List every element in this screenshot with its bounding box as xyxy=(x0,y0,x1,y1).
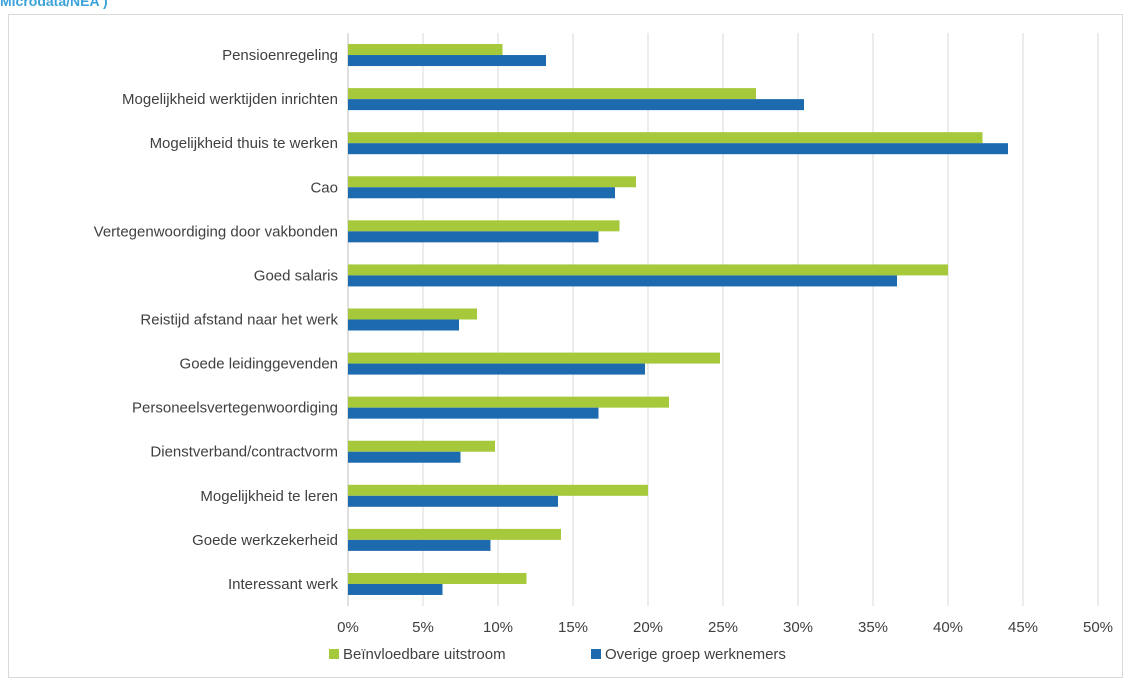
legend-swatch-beinvloedbare-uitstroom xyxy=(329,649,339,659)
category-label: Mogelijkheid te leren xyxy=(200,488,338,505)
category-label: Cao xyxy=(310,179,338,196)
bar-beinvloedbare-uitstroom xyxy=(348,440,495,452)
bar-overige-groep xyxy=(348,231,599,243)
x-tick-label: 50% xyxy=(1083,619,1113,636)
x-tick-label: 35% xyxy=(858,619,888,636)
x-tick-label: 25% xyxy=(708,619,738,636)
x-tick-label: 45% xyxy=(1008,619,1038,636)
x-tick-label: 40% xyxy=(933,619,963,636)
category-label: Interessant werk xyxy=(228,576,339,593)
bar-overige-groep xyxy=(348,187,615,199)
bar-beinvloedbare-uitstroom xyxy=(348,264,948,276)
category-label: Reistijd afstand naar het werk xyxy=(140,312,338,329)
legend-label-overige-groep: Overige groep werknemers xyxy=(605,646,786,663)
category-label: Pensioenregeling xyxy=(222,47,338,64)
bar-beinvloedbare-uitstroom xyxy=(348,308,477,320)
bar-overige-groep xyxy=(348,495,558,507)
category-label: Personeelsvertegenwoordiging xyxy=(132,400,338,417)
category-label: Vertegenwoordiging door vakbonden xyxy=(94,223,338,240)
category-label: Mogelijkheid werktijden inrichten xyxy=(122,91,338,108)
x-tick-label: 20% xyxy=(633,619,663,636)
bar-beinvloedbare-uitstroom xyxy=(348,396,669,408)
bar-beinvloedbare-uitstroom xyxy=(348,44,503,56)
bar-overige-groep xyxy=(348,363,645,375)
x-tick-label: 0% xyxy=(337,619,359,636)
bar-beinvloedbare-uitstroom xyxy=(348,352,720,364)
bar-overige-groep xyxy=(348,319,459,331)
chart-frame: 0% 5% 10% 15% 20% 25% 30% 35% 40% 45% 50% Pensioenr… xyxy=(8,14,1123,678)
bar-beinvloedbare-uitstroom xyxy=(348,220,620,232)
bar-overige-groep xyxy=(348,99,804,111)
legend-label-beinvloedbare-uitstroom: Beïnvloedbare uitstroom xyxy=(343,646,506,663)
bar-beinvloedbare-uitstroom xyxy=(348,484,648,496)
category-label: Goede leidinggevenden xyxy=(180,356,338,373)
bar-beinvloedbare-uitstroom xyxy=(348,88,756,100)
category-label: Dienstverband/contractvorm xyxy=(150,444,338,461)
x-tick-label: 10% xyxy=(483,619,513,636)
x-tick-label: 15% xyxy=(558,619,588,636)
bar-overige-groep xyxy=(348,451,461,463)
category-label: Goede werkzekerheid xyxy=(192,532,338,549)
bar-overige-groep xyxy=(348,539,491,551)
bar-beinvloedbare-uitstroom xyxy=(348,176,636,188)
x-tick-label: 30% xyxy=(783,619,813,636)
bar-beinvloedbare-uitstroom xyxy=(348,132,983,144)
bar-overige-groep xyxy=(348,55,546,67)
category-label: Goed salaris xyxy=(254,267,338,284)
bar-beinvloedbare-uitstroom xyxy=(348,572,527,584)
bar-chart: 0% 5% 10% 15% 20% 25% 30% 35% 40% 45% 50% Pensioenr… xyxy=(94,33,1113,663)
x-tick-label: 5% xyxy=(412,619,434,636)
legend-swatch-overige-groep xyxy=(591,649,601,659)
bar-overige-groep xyxy=(348,143,1008,155)
bar-overige-groep xyxy=(348,275,897,287)
category-label: Mogelijkheid thuis te werken xyxy=(150,135,338,152)
bar-beinvloedbare-uitstroom xyxy=(348,528,561,540)
bar-overige-groep xyxy=(348,407,599,419)
header-title: Microdata/NEA ) xyxy=(0,0,108,9)
bar-overige-groep xyxy=(348,583,443,595)
